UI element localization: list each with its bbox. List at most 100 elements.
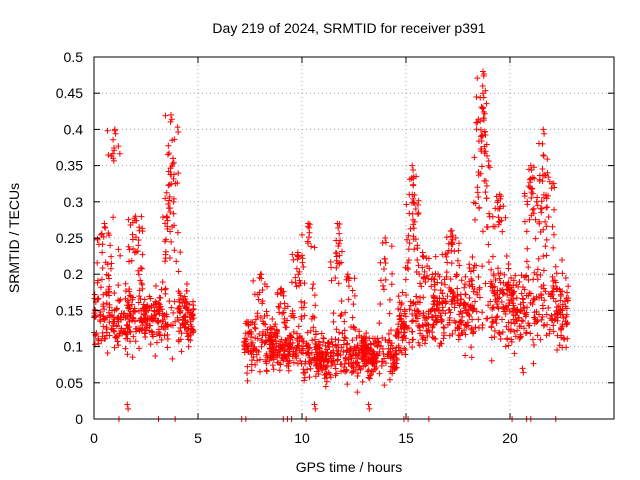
y-tick-label: 0.1 <box>64 339 84 355</box>
data-point <box>267 341 274 348</box>
data-point <box>359 347 366 354</box>
y-tick-label: 0 <box>75 411 83 427</box>
x-tick-label: 10 <box>294 430 310 446</box>
data-point <box>170 309 177 316</box>
data-point <box>299 259 306 266</box>
data-point <box>139 228 146 235</box>
data-point <box>378 362 385 369</box>
data-point <box>272 334 279 341</box>
data-point <box>376 320 383 327</box>
data-point <box>359 337 366 344</box>
data-point <box>446 306 453 313</box>
y-tick-label: 0.3 <box>64 194 84 210</box>
data-point <box>468 354 475 361</box>
data-point <box>545 213 552 220</box>
data-point <box>318 330 325 337</box>
data-point <box>520 299 527 306</box>
data-point <box>495 270 502 277</box>
data-point <box>424 320 431 327</box>
data-point <box>448 227 455 234</box>
data-point <box>469 316 476 323</box>
data-point <box>514 327 521 334</box>
data-point <box>252 316 259 323</box>
data-point <box>529 301 536 308</box>
data-point <box>521 325 528 332</box>
data-point <box>375 338 382 345</box>
data-point <box>295 253 302 260</box>
data-point <box>456 311 463 318</box>
data-point <box>152 301 159 308</box>
data-point <box>479 83 486 90</box>
data-point <box>295 323 302 330</box>
data-point <box>307 327 314 334</box>
data-point <box>391 363 398 370</box>
data-point <box>363 357 370 364</box>
data-point <box>328 277 335 284</box>
data-point <box>498 217 505 224</box>
data-point <box>252 325 259 332</box>
data-point <box>292 274 299 281</box>
data-point <box>489 253 496 260</box>
x-tick-label: 5 <box>194 430 202 446</box>
data-point <box>370 368 377 375</box>
data-point <box>454 285 461 292</box>
data-point <box>380 265 387 272</box>
data-point <box>498 298 505 305</box>
data-point <box>539 313 546 320</box>
data-point <box>550 295 557 302</box>
data-point <box>513 294 520 301</box>
data-point <box>554 346 561 353</box>
data-point <box>342 357 349 364</box>
data-point <box>506 286 513 293</box>
data-point <box>138 213 145 220</box>
data-point <box>395 330 402 337</box>
data-point <box>517 323 524 330</box>
data-point <box>495 329 502 336</box>
data-point <box>421 340 428 347</box>
data-point <box>387 355 394 362</box>
data-point <box>153 311 160 318</box>
data-point <box>504 336 511 343</box>
data-point <box>177 336 184 343</box>
data-point <box>444 259 451 266</box>
data-point <box>177 324 184 331</box>
data-point <box>163 189 170 196</box>
data-point <box>170 155 177 162</box>
data-point <box>282 337 289 344</box>
data-point <box>438 316 445 323</box>
data-point <box>353 344 360 351</box>
data-point <box>163 213 170 220</box>
data-point <box>527 162 534 169</box>
data-point <box>384 339 391 346</box>
data-point <box>330 310 337 317</box>
data-point <box>162 112 169 119</box>
data-point <box>137 295 144 302</box>
data-point <box>530 342 537 349</box>
data-point <box>486 164 493 171</box>
data-point <box>133 217 140 224</box>
data-point <box>333 370 340 377</box>
data-point <box>549 223 556 230</box>
data-point <box>124 304 131 311</box>
data-point <box>512 272 519 279</box>
data-point <box>505 297 512 304</box>
data-point <box>98 337 105 344</box>
data-point <box>532 216 539 223</box>
data-point <box>508 319 515 326</box>
data-point <box>434 279 441 286</box>
data-point <box>167 228 174 235</box>
data-point <box>288 333 295 340</box>
data-point <box>564 297 571 304</box>
data-point <box>462 273 469 280</box>
data-point <box>471 154 478 161</box>
data-point <box>499 228 506 235</box>
data-points <box>91 68 572 422</box>
data-point <box>454 325 461 332</box>
data-point <box>333 326 340 333</box>
data-point <box>162 236 169 243</box>
data-point <box>475 274 482 281</box>
data-point <box>559 344 566 351</box>
data-point <box>176 303 183 310</box>
y-axis-label: SRMTID / TECUs <box>6 183 22 293</box>
data-point <box>429 324 436 331</box>
